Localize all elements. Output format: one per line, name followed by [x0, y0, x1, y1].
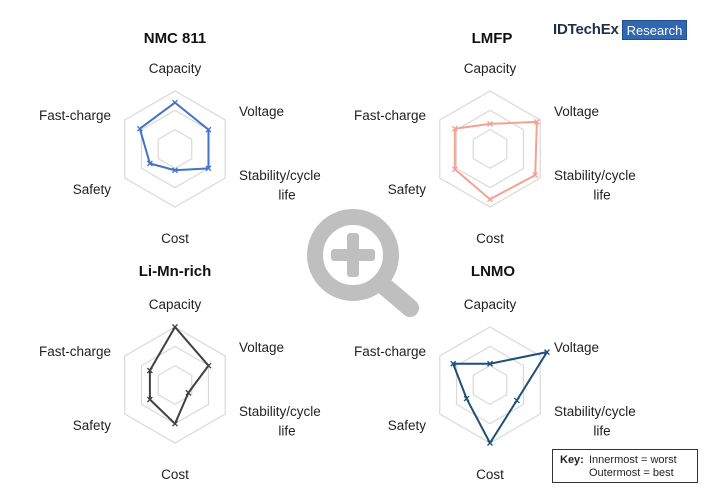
data-point [172, 420, 178, 427]
data-point [487, 360, 493, 367]
chart-title: Li-Mn-rich [139, 263, 212, 280]
radar-chart: Li-Mn-rich Capacity Voltage Stability/cycle… [39, 263, 321, 482]
axis-label: Safety [73, 418, 112, 433]
axis-label: Fast-charge [354, 108, 426, 123]
data-point [543, 349, 550, 356]
radar-chart: LNMO Capacity Voltage Stability/cycle life Co… [354, 263, 636, 482]
data-point [146, 367, 153, 374]
key-innermost: Innermost = worst [589, 454, 677, 466]
data-point [451, 125, 458, 132]
axis-label: Stability/cycle life [554, 168, 636, 203]
axis-label: Fast-charge [354, 344, 426, 359]
data-point [450, 360, 457, 367]
axis-label: Voltage [239, 340, 284, 355]
grid-ring [472, 364, 508, 406]
data-point [172, 99, 178, 106]
logo-name: IDTechEx [553, 21, 619, 38]
axis-label: Stability/cycle life [239, 168, 321, 203]
series-line [138, 101, 210, 172]
grid-ring [439, 326, 541, 444]
axis-label: Voltage [239, 104, 284, 119]
zoom-in-icon[interactable] [300, 205, 430, 335]
data-point [185, 389, 192, 396]
grid-ring [124, 326, 226, 444]
axis-label: Fast-charge [39, 108, 111, 123]
chart-title: NMC 811 [144, 30, 207, 47]
data-point [136, 125, 143, 132]
data-point [513, 397, 520, 404]
axis-label: Cost [476, 467, 504, 482]
data-point [463, 395, 470, 402]
data-point [532, 172, 539, 179]
grid-ring [472, 128, 508, 170]
axis-label: Capacity [464, 61, 517, 76]
chart-title: LMFP [472, 30, 513, 47]
chart-key: Key: Innermost = worst Outermost = best [552, 449, 698, 483]
axis-label: Fast-charge [39, 344, 111, 359]
grid-ring [439, 90, 541, 208]
data-point [205, 126, 212, 133]
axis-label: Voltage [554, 340, 599, 355]
radar-chart: LMFP Capacity Voltage Stability/cycle life Co… [354, 30, 636, 246]
axis-label: Voltage [554, 104, 599, 119]
radar-chart: NMC 811 Capacity Voltage Stability/cycle lif… [39, 30, 321, 246]
data-point [205, 165, 212, 172]
data-point [487, 440, 493, 446]
axis-label: Cost [476, 231, 504, 246]
idtechex-logo: IDTechEx Research [553, 20, 688, 40]
data-point [172, 167, 178, 174]
data-point [172, 324, 178, 330]
axis-label: Capacity [149, 297, 202, 312]
key-title: Key: [560, 454, 584, 466]
grid-ring [140, 345, 210, 425]
chart-title: LNMO [471, 263, 515, 280]
axis-label: Cost [161, 231, 189, 246]
axis-label: Cost [161, 467, 189, 482]
logo-research-tag: Research [621, 20, 688, 40]
axis-label: Capacity [149, 61, 202, 76]
data-point [487, 196, 493, 203]
axis-label: Safety [73, 182, 112, 197]
grid-ring [124, 90, 226, 208]
axis-label: Capacity [464, 297, 517, 312]
grid-ring [455, 345, 525, 425]
axis-label: Stability/cycle life [554, 404, 636, 439]
data-point [146, 396, 153, 403]
grid-ring [157, 364, 193, 406]
data-point [487, 120, 493, 127]
data-point [451, 166, 458, 173]
data-point [146, 160, 153, 167]
axis-label: Safety [388, 182, 427, 197]
axis-label: Safety [388, 418, 427, 433]
data-point [205, 362, 212, 369]
grid-ring [157, 128, 193, 170]
axis-label: Stability/cycle life [239, 404, 321, 439]
key-outermost: Outermost = best [589, 467, 674, 479]
data-point [533, 118, 540, 125]
